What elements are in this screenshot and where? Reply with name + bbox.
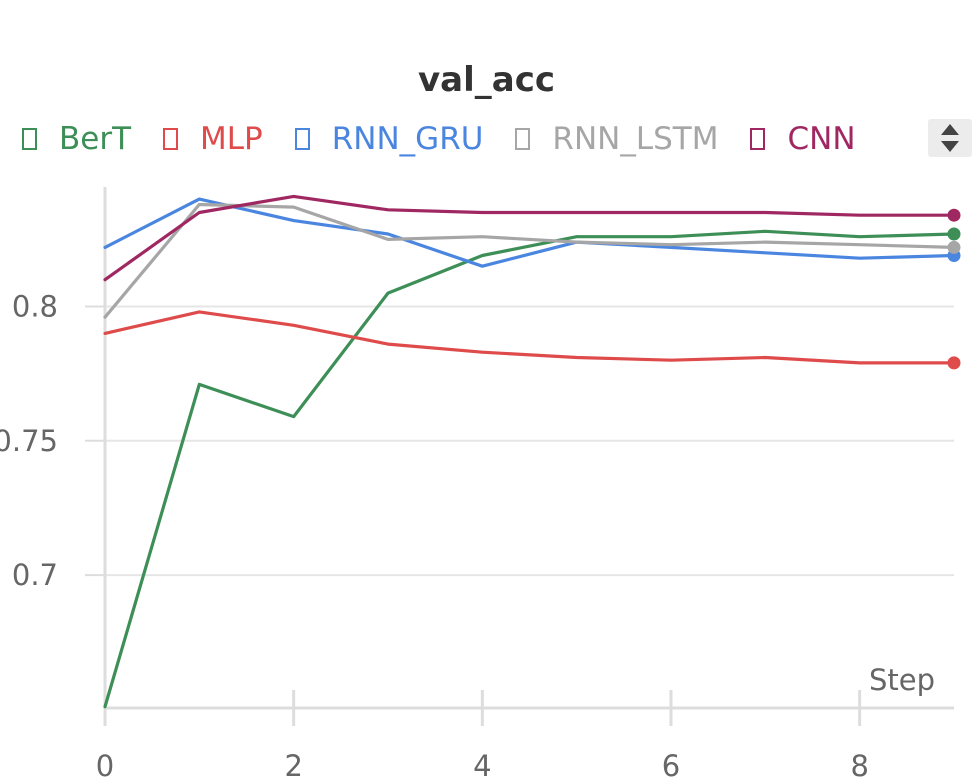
x-tick-label: 2 (284, 749, 302, 783)
legend-item-cnn[interactable]: CNN (750, 121, 856, 157)
series-end-marker-rnn-lstm (947, 240, 961, 254)
series-end-marker-cnn (947, 208, 961, 222)
x-tick-label: 0 (96, 749, 114, 783)
legend-swatch (22, 128, 37, 150)
legend-item-rnn-lstm[interactable]: RNN_LSTM (515, 121, 718, 157)
series-end-marker-bert (947, 227, 961, 241)
legend-label: RNN_LSTM (552, 121, 719, 157)
series-line-rnn-gru (103, 197, 956, 268)
legend-swatch (515, 128, 531, 150)
x-tick-label: 8 (850, 749, 868, 783)
y-tick-label: 0.75 (0, 424, 58, 458)
legend-label: CNN (787, 121, 856, 157)
legend-item-bert[interactable]: BerT (22, 121, 131, 157)
series-line-bert (103, 229, 956, 709)
y-tick-label: 0.7 (12, 558, 58, 592)
chart-title: val_acc (417, 60, 555, 100)
x-tick-label: 6 (662, 749, 680, 783)
legend: BerT MLP RNN_GRU RNN_LSTM CNN (22, 117, 888, 161)
series-end-marker-mlp (947, 356, 961, 370)
series-line-rnn-lstm (103, 202, 956, 319)
legend-swatch (750, 128, 766, 150)
legend-label: MLP (200, 121, 263, 157)
legend-item-rnn-gru[interactable]: RNN_GRU (294, 121, 484, 157)
series-line-mlp (103, 310, 956, 365)
series-line-cnn (103, 194, 956, 282)
legend-label: RNN_GRU (331, 121, 484, 157)
legend-label: BerT (59, 121, 132, 157)
legend-swatch (294, 128, 310, 150)
legend-item-mlp[interactable]: MLP (163, 121, 263, 157)
x-axis-label: Step (869, 663, 935, 697)
legend-scroll-button[interactable] (928, 119, 972, 157)
legend-swatch (163, 128, 179, 150)
x-tick-label: 4 (473, 749, 491, 783)
y-tick-label: 0.8 (12, 290, 58, 324)
sort-arrows-icon (941, 124, 959, 152)
